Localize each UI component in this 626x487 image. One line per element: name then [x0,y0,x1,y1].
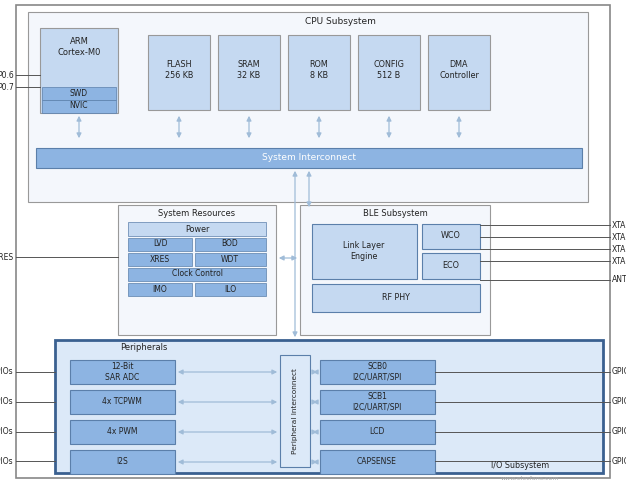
Bar [280,355,310,467]
Text: ARM
Cortex-M0: ARM Cortex-M0 [58,37,101,56]
Text: BLE Subsystem: BLE Subsystem [362,209,428,219]
Text: XTAL32O/P6.0: XTAL32O/P6.0 [612,232,626,242]
Text: GPIOs: GPIOs [0,428,13,436]
Text: FLASH
256 KB: FLASH 256 KB [165,60,193,80]
Text: IMO: IMO [153,284,167,294]
Bar [428,35,490,110]
Text: www.elecfans.com: www.elecfans.com [501,475,559,481]
Text: XTAL24O: XTAL24O [612,257,626,265]
Text: Peripherals: Peripherals [120,343,167,353]
Bar [320,360,435,384]
Text: ILO: ILO [224,284,236,294]
Bar [42,87,116,100]
Text: SWD: SWD [70,89,88,97]
Text: SRAM
32 KB: SRAM 32 KB [237,60,260,80]
Text: System Interconnect: System Interconnect [262,153,356,163]
Text: ANT: ANT [612,276,626,284]
Text: RF PHY: RF PHY [382,294,410,302]
Bar [320,390,435,414]
Text: I2S: I2S [116,457,128,467]
Text: Peripheral Interconnect: Peripheral Interconnect [292,368,298,454]
Bar [312,224,417,279]
Text: 4x TCPWM: 4x TCPWM [102,397,142,407]
Text: NVIC: NVIC [69,101,88,111]
Text: CAPSENSE: CAPSENSE [357,457,397,467]
Text: Clock Control: Clock Control [172,269,222,279]
Bar [55,340,603,473]
Text: LVD: LVD [153,240,167,248]
Bar [128,253,192,266]
Bar [70,420,175,444]
Bar [128,268,266,281]
Text: GPIOs: GPIOs [612,428,626,436]
Bar [422,224,480,249]
Text: SCB1
I2C/UART/SPI: SCB1 I2C/UART/SPI [352,393,402,412]
Bar [288,35,350,110]
Text: GPIOs: GPIOs [612,456,626,466]
Text: GPIOs: GPIOs [0,368,13,376]
Bar [422,253,480,279]
Text: GPIOs: GPIOs [612,397,626,407]
Text: CPU Subsystem: CPU Subsystem [305,17,376,25]
Text: WDT: WDT [221,255,239,263]
Text: ECO: ECO [443,262,459,270]
Text: XTAL32I/P6.1: XTAL32I/P6.1 [612,221,626,229]
Text: 4x PWM: 4x PWM [107,428,137,436]
Bar [218,35,280,110]
Text: P0.7: P0.7 [0,82,14,92]
Text: XRES: XRES [0,252,14,262]
Bar [320,450,435,474]
Text: XRES: XRES [150,255,170,263]
Bar [358,35,420,110]
Text: I/O Subsystem: I/O Subsystem [491,462,549,470]
Text: GPIOs: GPIOs [0,456,13,466]
Bar [36,148,582,168]
Bar [300,205,490,335]
Bar [28,12,588,202]
Text: System Resources: System Resources [158,209,235,219]
Text: GPIOs: GPIOs [612,368,626,376]
Text: LCD: LCD [369,428,385,436]
Text: 12-Bit
SAR ADC: 12-Bit SAR ADC [105,362,139,382]
Bar [148,35,210,110]
Bar [40,28,118,113]
Text: DMA
Controller: DMA Controller [439,60,479,80]
Text: SCB0
I2C/UART/SPI: SCB0 I2C/UART/SPI [352,362,402,382]
Bar [312,284,480,312]
Bar [195,238,266,251]
Text: Power: Power [185,225,209,233]
Bar [195,283,266,296]
Bar [128,238,192,251]
Bar [118,205,276,335]
Text: WCO: WCO [441,231,461,241]
Bar [70,390,175,414]
Bar [42,100,116,113]
Bar [70,360,175,384]
Text: ROM
8 KB: ROM 8 KB [310,60,329,80]
Text: P0.6: P0.6 [0,71,14,79]
Text: Link Layer
Engine: Link Layer Engine [343,241,385,261]
Bar [128,283,192,296]
Bar [195,253,266,266]
Text: CONFIG
512 B: CONFIG 512 B [374,60,404,80]
Text: GPIOs: GPIOs [0,397,13,407]
Text: BOD: BOD [222,240,239,248]
Bar [128,222,266,236]
Bar [70,450,175,474]
Text: XTAL24I: XTAL24I [612,244,626,254]
Bar [320,420,435,444]
